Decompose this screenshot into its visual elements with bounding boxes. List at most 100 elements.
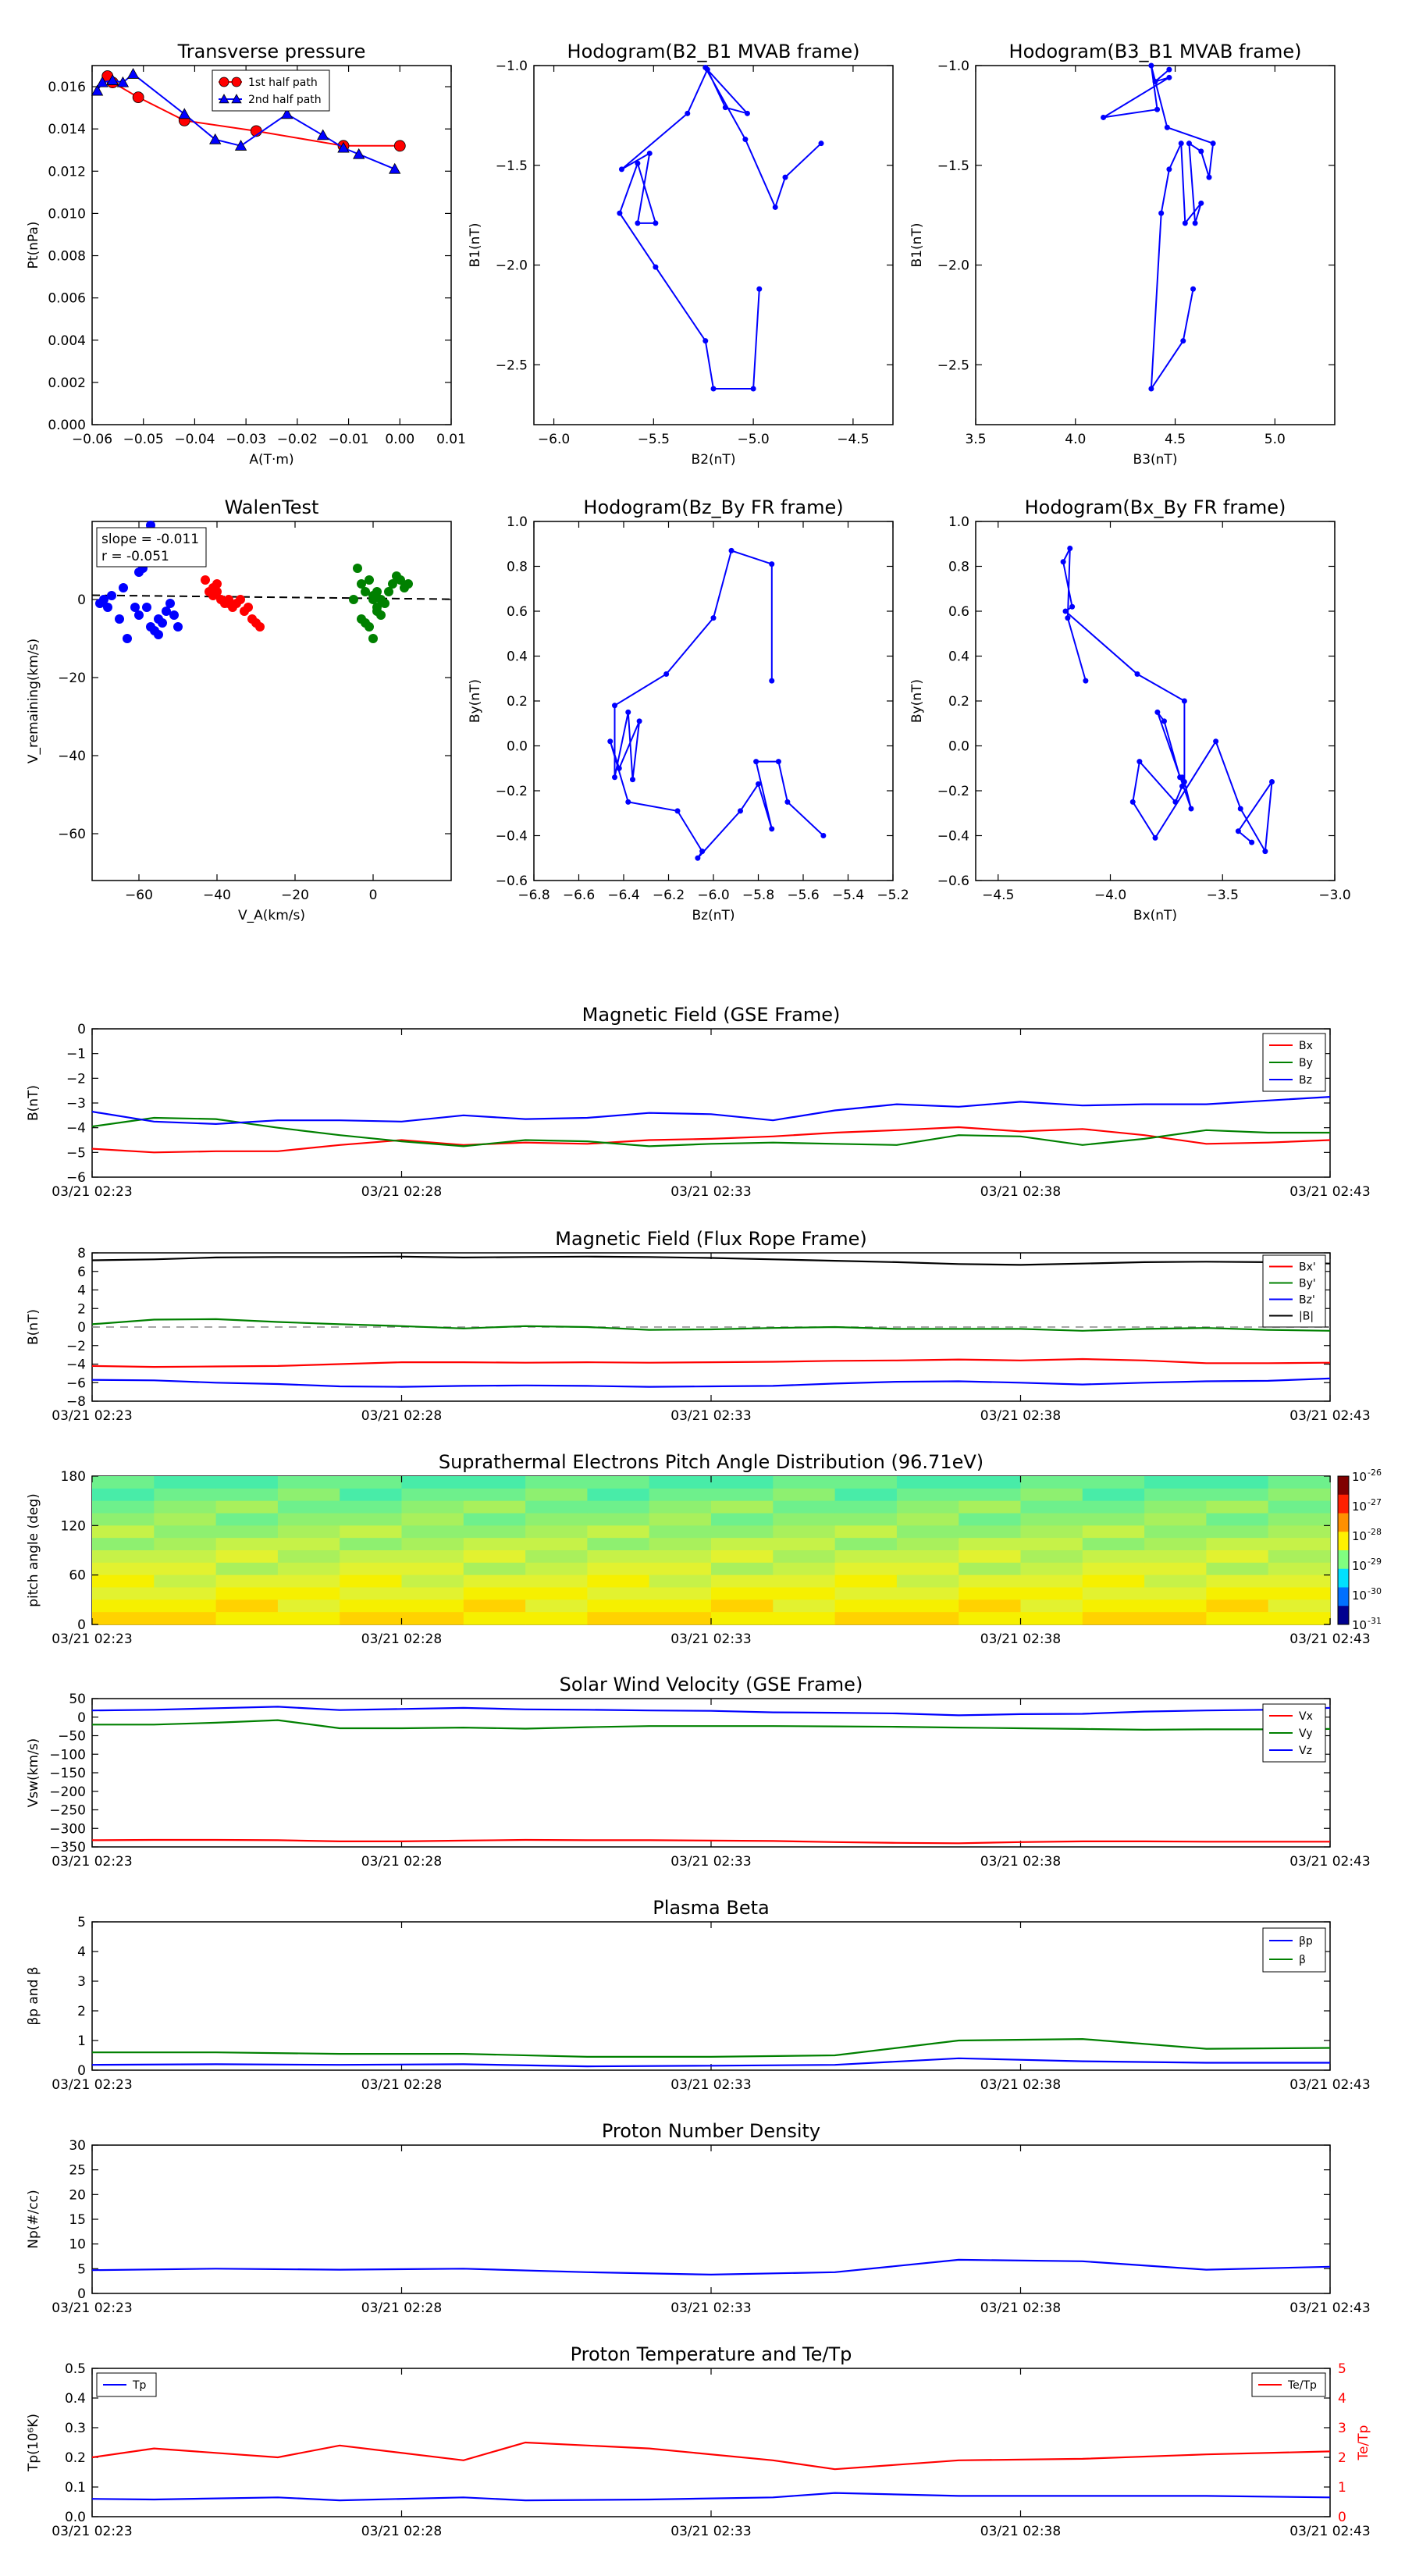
heatmap-cell: [1144, 1488, 1207, 1502]
heatmap-cell: [92, 1587, 155, 1600]
y-tick-label: 0: [77, 1022, 86, 1037]
heatmap-cell: [1020, 1562, 1083, 1576]
heatmap-cell: [463, 1562, 526, 1576]
heatmap-cell: [649, 1599, 712, 1613]
heatmap-cell: [834, 1476, 898, 1489]
legend-label: 2nd half path: [248, 94, 322, 106]
heatmap-cell: [1206, 1599, 1269, 1613]
data-point: [1069, 603, 1076, 610]
heatmap-cell: [1206, 1538, 1269, 1551]
heatmap-cell: [1020, 1513, 1083, 1526]
data-point: [728, 547, 735, 553]
series-line: [91, 1357, 1331, 1368]
data-point: [1065, 615, 1071, 621]
heatmap-cell: [463, 1476, 526, 1489]
heatmap-cell: [649, 1525, 712, 1539]
heatmap-cell: [896, 1488, 959, 1502]
heatmap-cell: [277, 1612, 340, 1625]
data-point: [772, 204, 778, 210]
data-point: [1235, 828, 1241, 834]
heatmap-cell: [154, 1476, 217, 1489]
heatmap-cell: [587, 1550, 650, 1564]
heatmap-cell: [1082, 1587, 1145, 1600]
y-tick-label: −2.0: [937, 258, 969, 274]
heatmap-cell: [773, 1562, 836, 1576]
data-point: [1178, 141, 1184, 147]
heatmap-cell: [1144, 1599, 1207, 1613]
y-tick-label: −0.6: [496, 873, 528, 889]
heatmap-cell: [154, 1513, 217, 1526]
colorbar-tick-exponent: -27: [1368, 1497, 1382, 1507]
data-point: [162, 607, 171, 616]
heatmap-cell: [340, 1550, 403, 1564]
heatmap-cell: [1082, 1500, 1145, 1514]
heatmap-cell: [92, 1488, 155, 1502]
heatmap-cell: [92, 1574, 155, 1589]
y-tick-label: 0.3: [65, 2421, 86, 2436]
data-point: [219, 76, 229, 87]
data-point: [1067, 546, 1073, 551]
y-tick-label: 0.4: [507, 649, 528, 665]
y-tick-label: 20: [69, 2187, 86, 2203]
x-tick-label: 4.5: [1165, 432, 1186, 447]
y-tick-label: 1: [77, 2033, 86, 2049]
data-point: [353, 564, 362, 573]
y-tick-label: 0.016: [48, 80, 86, 95]
heatmap-cell: [463, 1500, 526, 1514]
heatmap-cell: [587, 1562, 650, 1576]
heatmap-cell: [525, 1587, 588, 1600]
data-point: [224, 599, 233, 608]
heatmap-cell: [340, 1525, 403, 1539]
data-point: [722, 105, 728, 111]
data-point: [1198, 148, 1204, 155]
y-tick-label: −0.4: [937, 829, 969, 845]
data-point: [372, 587, 382, 596]
heatmap-cell: [1268, 1587, 1331, 1600]
y-tick-label: 0.010: [48, 206, 86, 222]
colorbar-tick-exponent: -29: [1368, 1557, 1382, 1567]
x-tick-label: 03/21 02:33: [670, 2300, 751, 2316]
data-point: [769, 826, 775, 832]
heatmap-cell: [401, 1513, 464, 1526]
data-point: [376, 595, 386, 604]
legend-label: Vz: [1299, 1745, 1312, 1757]
colorbar-tick-label: 10: [1352, 1589, 1367, 1603]
heatmap-cell: [277, 1538, 340, 1551]
heatmap-cell: [1144, 1513, 1207, 1526]
fit-line: [91, 594, 452, 600]
x-tick-label: −6.0: [697, 888, 729, 903]
y-tick-label: −1.0: [937, 59, 969, 74]
heatmap-cell: [959, 1525, 1022, 1539]
y-axis-label: B(nT): [26, 1309, 41, 1345]
heatmap-cell: [587, 1488, 650, 1502]
data-point: [1210, 141, 1216, 147]
heatmap-cell: [1082, 1562, 1145, 1576]
heatmap-cell: [463, 1488, 526, 1502]
data-point: [337, 141, 350, 153]
heatmap-cell: [463, 1513, 526, 1526]
heatmap-cell: [649, 1612, 712, 1625]
data-point: [1179, 783, 1185, 789]
heatmap-cell: [340, 1612, 403, 1625]
heatmap-cell: [401, 1525, 464, 1539]
heatmap-cell: [1082, 1538, 1145, 1551]
data-point: [126, 67, 140, 79]
data-point: [775, 759, 781, 765]
chart-title: Solar Wind Velocity (GSE Frame): [560, 1674, 863, 1695]
legend-label: Vx: [1299, 1710, 1313, 1723]
colorbar: [1337, 1475, 1350, 1625]
heatmap-cell: [1144, 1574, 1207, 1589]
x-tick-label: 0: [369, 888, 378, 903]
x-tick-label: 03/21 02:23: [52, 1854, 132, 1870]
x-tick-label: −0.03: [226, 432, 266, 447]
heatmap-cell: [1144, 1562, 1207, 1576]
heatmap-cell: [834, 1574, 898, 1589]
heatmap-cell: [711, 1587, 774, 1600]
y-tick-label: 4: [77, 1944, 86, 1960]
data-point: [231, 94, 242, 104]
heatmap-cell: [834, 1587, 898, 1600]
y2-tick-label: 5: [1338, 2361, 1346, 2377]
series-line: [91, 2492, 1331, 2502]
colorbar-segment: [1338, 1513, 1349, 1532]
colorbar-segment: [1338, 1606, 1349, 1625]
